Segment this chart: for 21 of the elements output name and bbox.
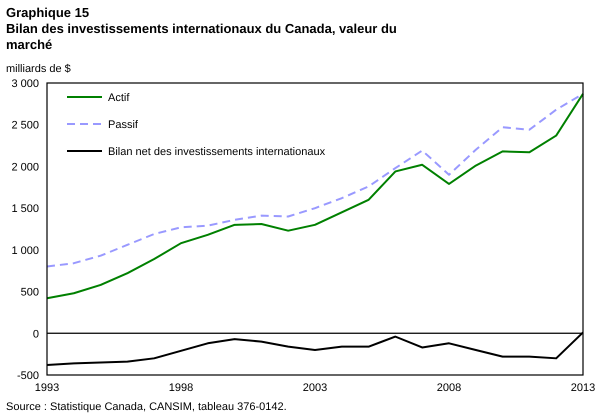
x-tick-label: 2013	[570, 382, 596, 394]
legend-label: Actif	[108, 92, 130, 104]
y-tick-label: 1 500	[11, 203, 39, 216]
y-tick-label: -500	[16, 370, 39, 382]
x-tick-label: 2008	[436, 382, 462, 394]
y-axis-title: milliards de $	[6, 63, 71, 75]
x-tick-label: 1998	[168, 382, 194, 394]
chart-subtitle: Bilan des investissements internationaux du Canada, valeur du marché	[6, 21, 398, 53]
y-tick-label: 1 000	[11, 244, 39, 257]
x-tick-label: 1993	[34, 382, 60, 394]
y-tick-label: 2 000	[11, 161, 39, 174]
source-note: Source : Statistique Canada, CANSIM, tableau 376-0142.	[6, 401, 287, 413]
y-tick-label: 3 000	[11, 78, 39, 90]
y-tick-label: 0	[32, 328, 39, 340]
chart-title: Graphique 15	[6, 5, 90, 20]
line-series	[46, 92, 584, 300]
legend-label: Passif	[108, 119, 139, 131]
x-tick-label: 2003	[302, 382, 328, 394]
y-tick-label: 500	[20, 286, 39, 299]
y-tick-label: 2 500	[11, 120, 39, 132]
legend-label: Bilan net des investissements internationaux	[108, 146, 326, 158]
